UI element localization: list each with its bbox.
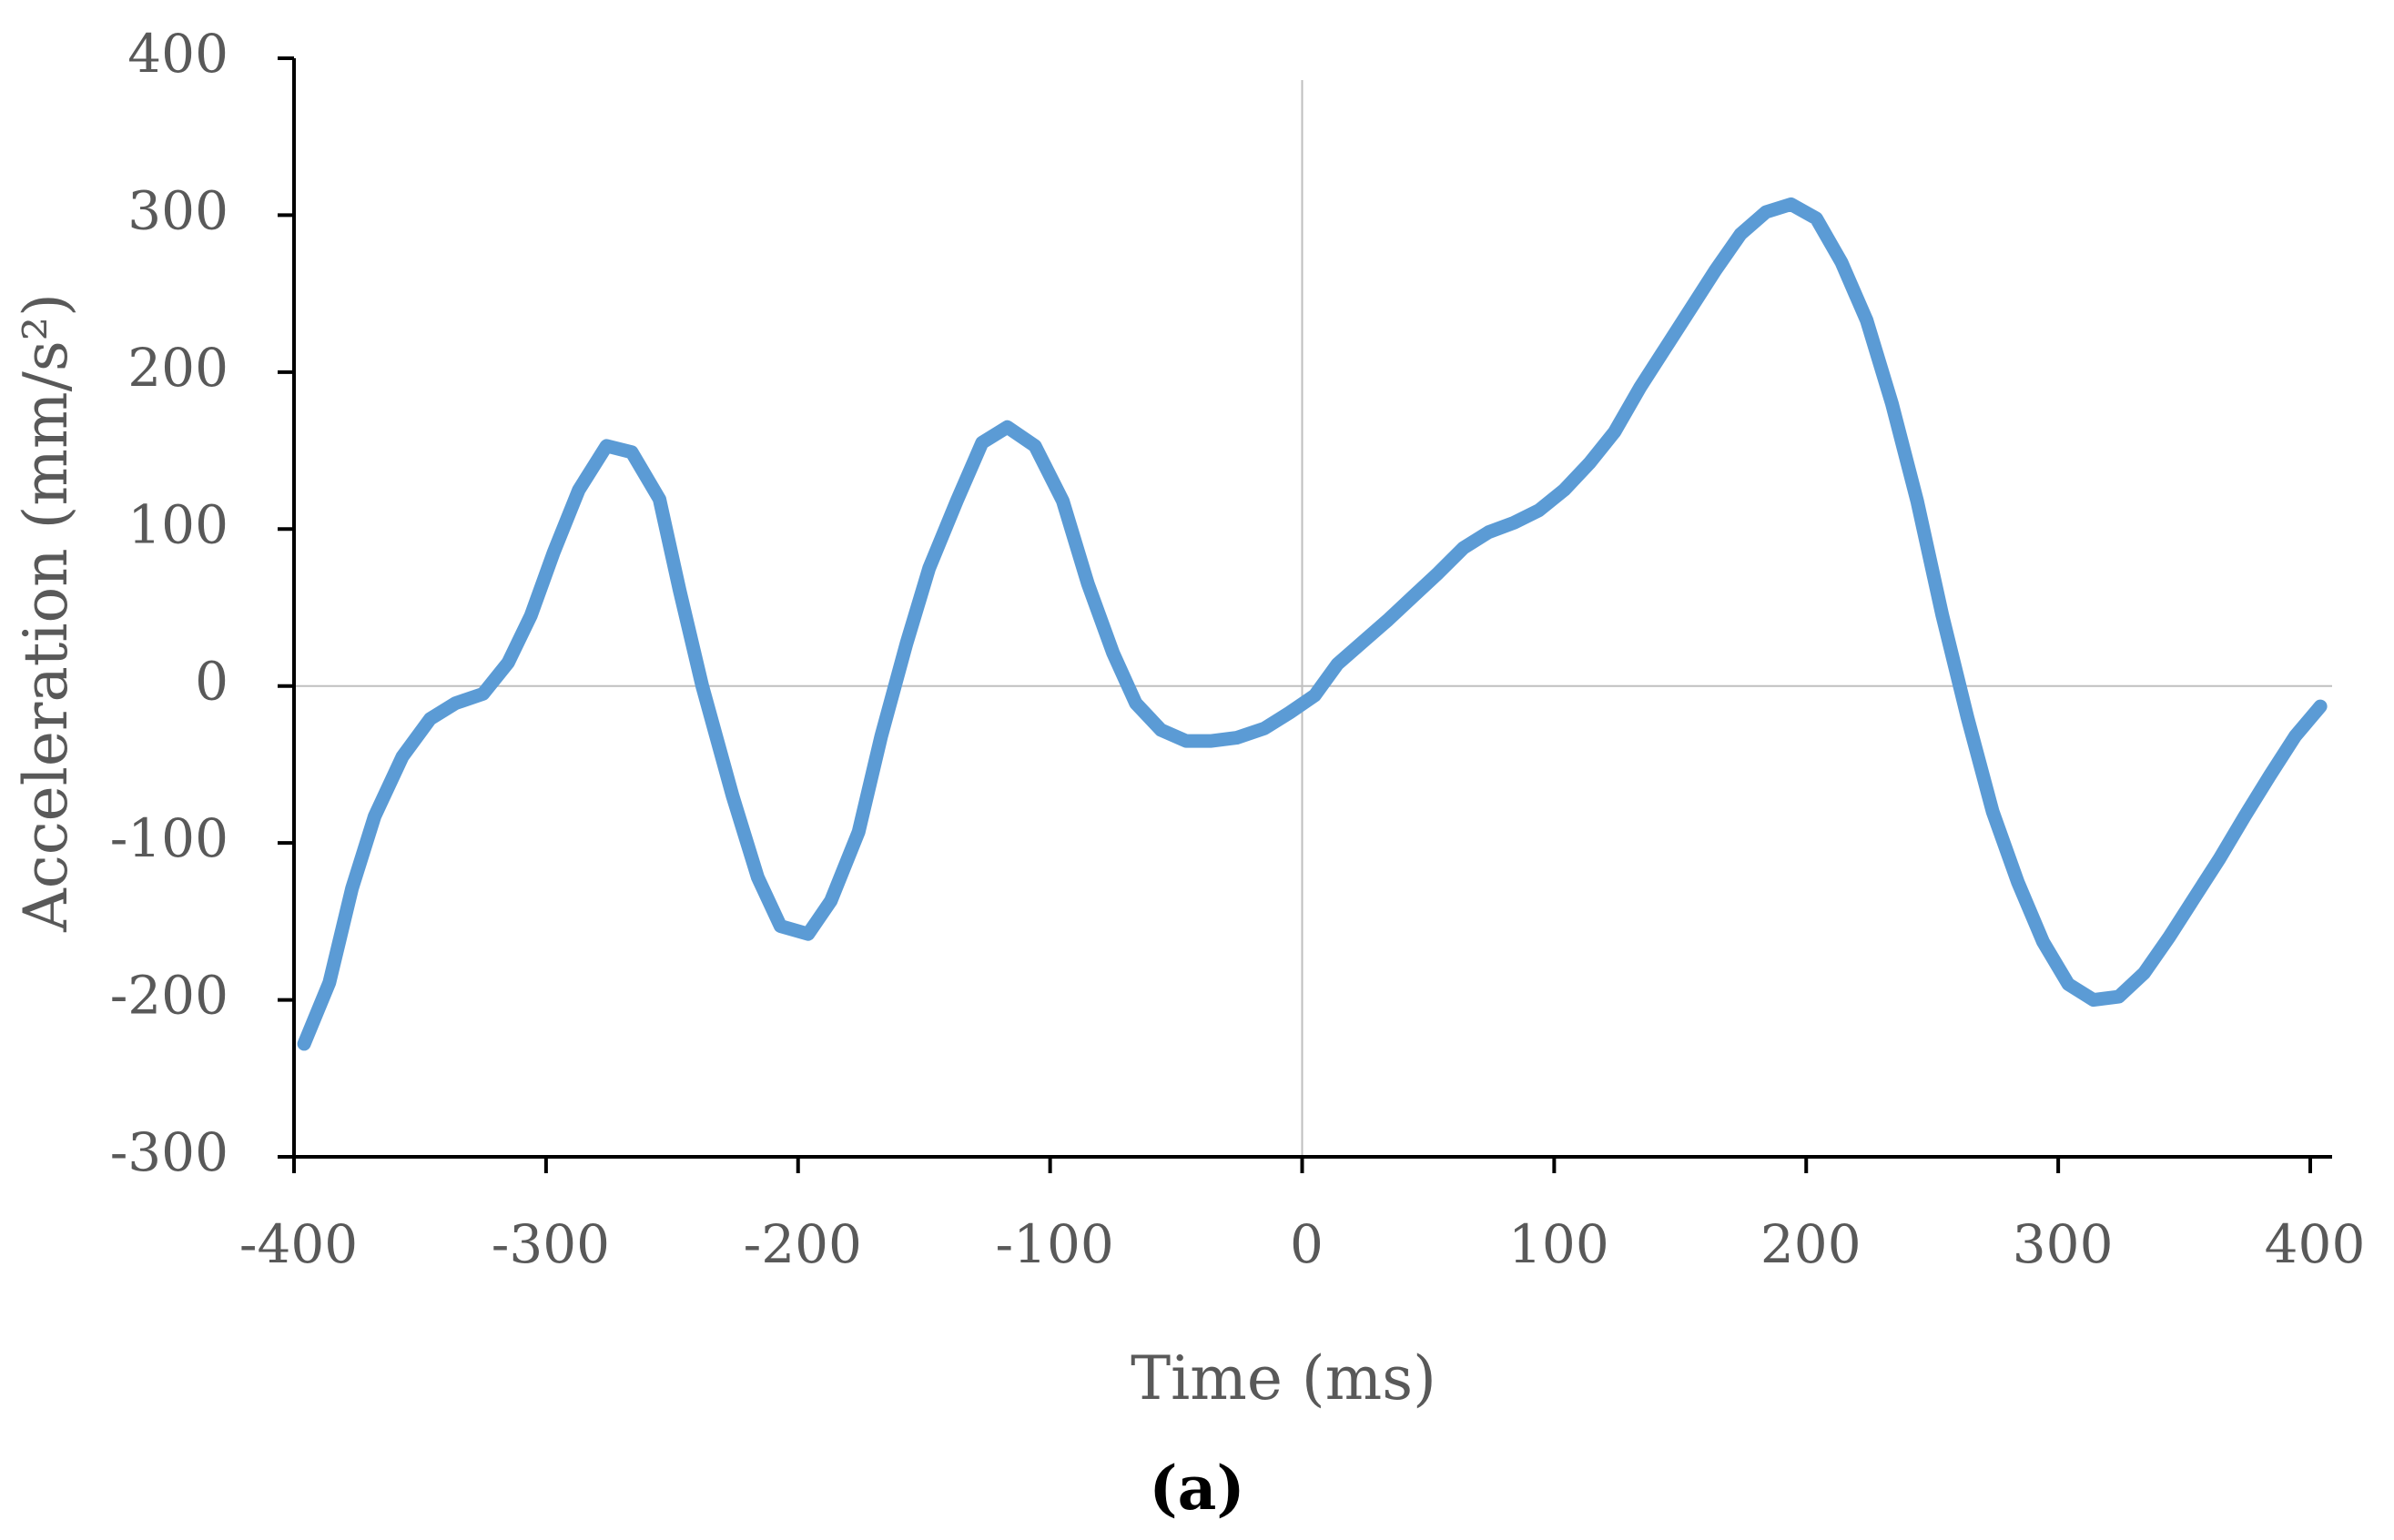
x-tick-label: 400 — [2265, 1213, 2366, 1275]
y-tick-label: -200 — [110, 965, 228, 1027]
x-tick-label: -200 — [744, 1213, 862, 1275]
x-tick-label: 100 — [1508, 1213, 1609, 1275]
y-tick-label: 200 — [127, 337, 228, 399]
x-tick-label: -100 — [995, 1213, 1113, 1275]
x-axis-title: Time (ms) — [1131, 1343, 1436, 1413]
x-tick-label: -400 — [239, 1213, 358, 1275]
x-tick-label: -300 — [492, 1213, 610, 1275]
y-axis-title: Acceleration (mm/s²) — [11, 293, 81, 933]
y-tick-label: 0 — [195, 651, 228, 713]
x-tick-label: 0 — [1290, 1213, 1324, 1275]
y-tick-label: -100 — [110, 807, 228, 869]
x-tick-label: 200 — [1760, 1213, 1861, 1275]
x-tick-label: 300 — [2013, 1213, 2114, 1275]
data-line — [297, 197, 2328, 1051]
y-tick-label: 300 — [127, 179, 228, 241]
caption: (a) — [1149, 1453, 1244, 1524]
y-tick-label: 100 — [127, 493, 228, 555]
y-tick-label: -300 — [110, 1121, 228, 1183]
y-tick-label: 400 — [127, 23, 228, 85]
